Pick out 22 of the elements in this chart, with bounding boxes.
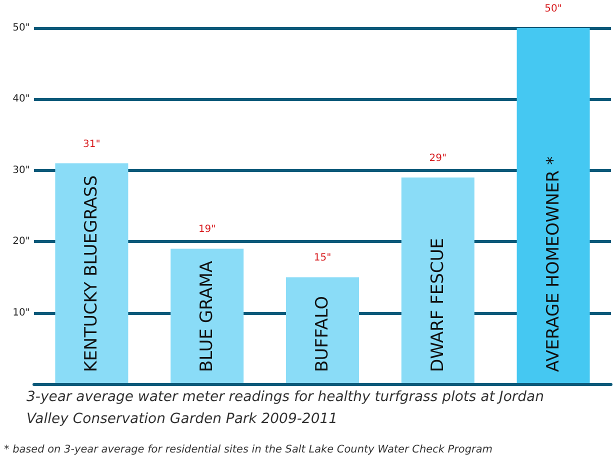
bar <box>516 28 590 384</box>
y-tick-label: 30" <box>12 164 30 176</box>
bar <box>55 163 128 384</box>
text: 3-year average water meter readings for healthy turfgrass plots at Jordan Valley Conservation Garden Park 2009-2011 <box>26 389 548 427</box>
x-tick-label: BLUE GRAMA <box>197 260 218 372</box>
bar <box>286 277 359 384</box>
data-label: 31" <box>83 138 100 150</box>
x-tick-label: BUFFALO <box>312 296 332 372</box>
x-tick-label: KENTUCKY BLUEGRASS <box>82 175 102 372</box>
x-tick-label: AVERAGE HOMEOWNER * <box>543 156 564 372</box>
data-label: 19" <box>198 224 216 236</box>
x-tick-label: DWARF FESCUE <box>428 238 448 372</box>
y-tick-label: 10" <box>12 307 30 318</box>
data-label: 15" <box>314 252 332 264</box>
y-tick-label: 20" <box>12 236 30 248</box>
y-tick-label: 40" <box>12 94 30 105</box>
data-label: 50" <box>544 4 562 14</box>
bar <box>170 248 244 384</box>
text: * based on 3-year average for residential sites in the Salt Lake County Water Check Program <box>4 444 492 456</box>
data-label: 29" <box>429 153 447 164</box>
y-tick-label: 50" <box>12 22 30 34</box>
bar <box>401 178 474 384</box>
